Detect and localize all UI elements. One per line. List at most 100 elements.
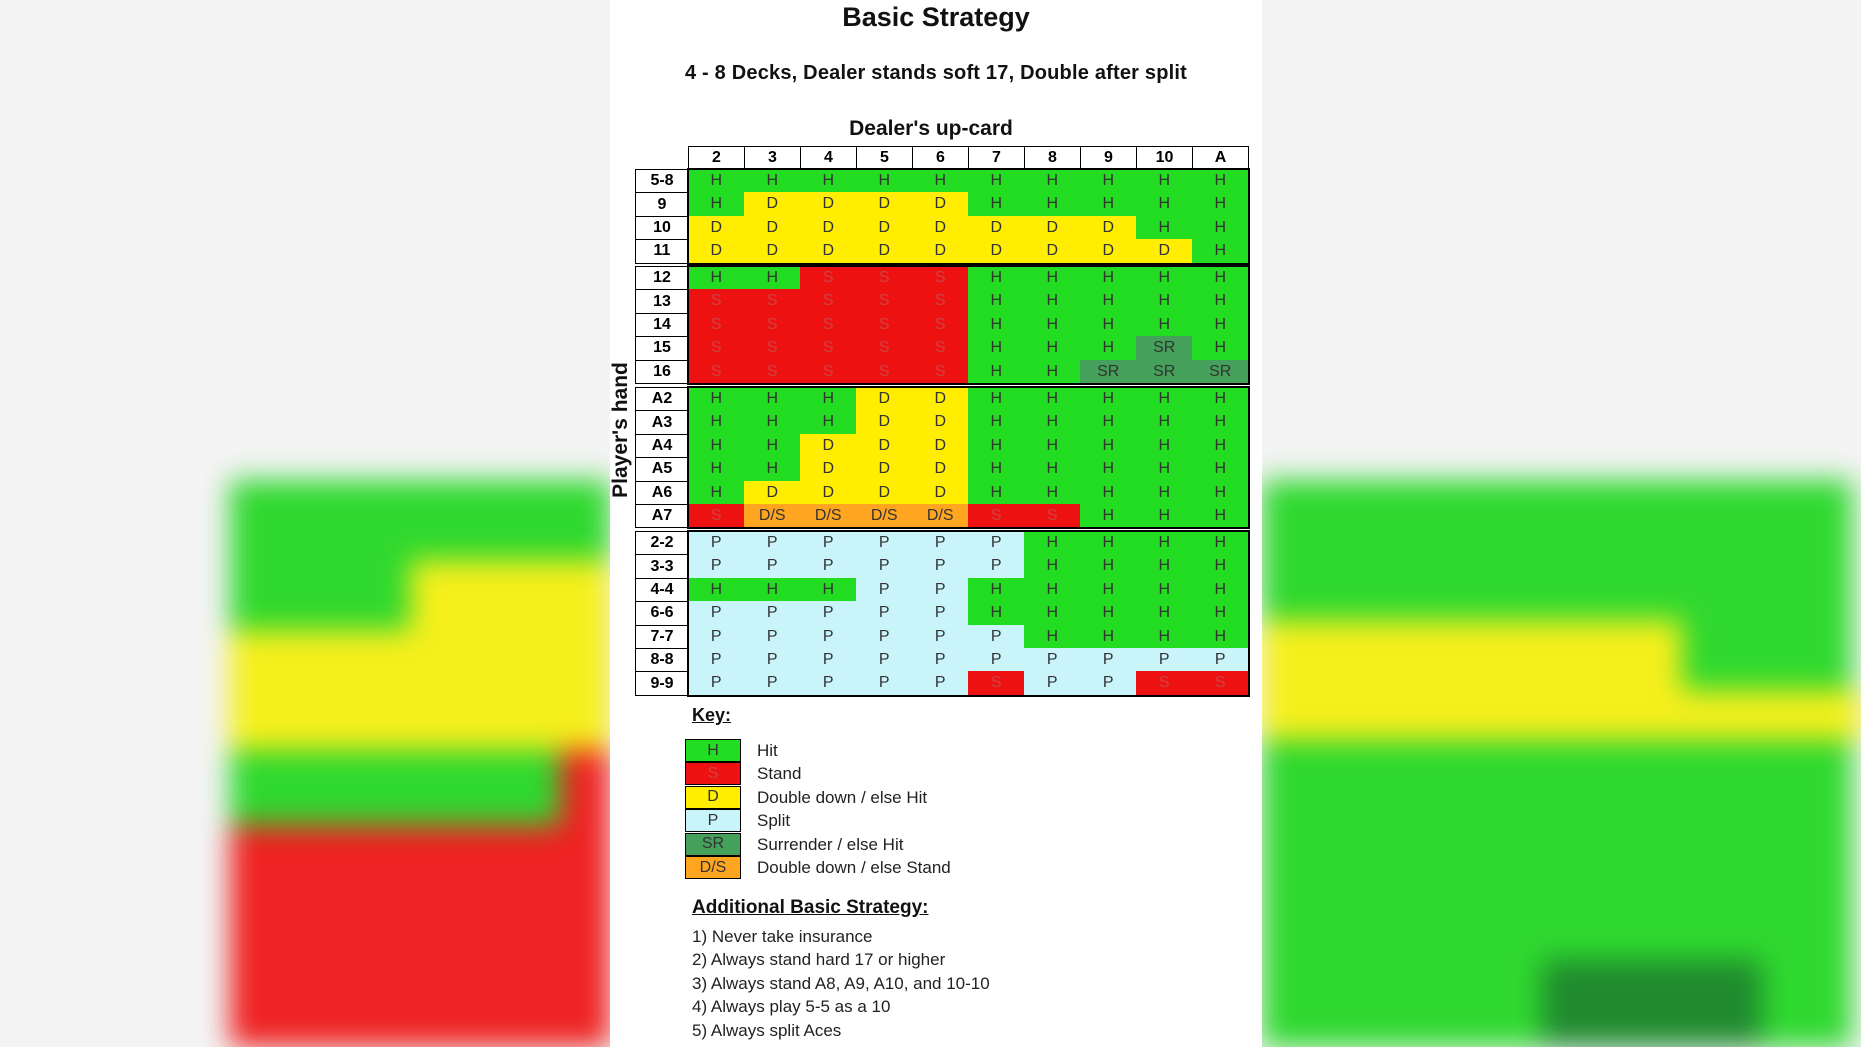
- key-swatch: H: [685, 739, 741, 762]
- key-label: Double down / else Hit: [757, 787, 928, 807]
- additional-strategy-item: 5) Always split Aces: [692, 1020, 842, 1040]
- strategy-cell: H: [744, 410, 801, 435]
- strategy-cell: H: [968, 289, 1025, 314]
- strategy-cell: P: [800, 554, 857, 579]
- strategy-cell: D: [744, 480, 801, 505]
- strategy-cell: P: [968, 554, 1025, 579]
- strategy-cell: D: [912, 387, 969, 411]
- player-hand-label-cell: 13: [635, 289, 689, 314]
- strategy-cell: H: [1136, 289, 1193, 314]
- strategy-cell: D/S: [800, 504, 857, 528]
- dealer-upcard-label: Dealer's up-card: [849, 117, 1013, 140]
- strategy-cell: H: [1136, 387, 1193, 411]
- key-swatch: D: [685, 785, 741, 809]
- strategy-cell: P: [688, 648, 745, 672]
- strategy-cell: H: [1192, 433, 1249, 458]
- strategy-cell: H: [968, 480, 1025, 505]
- key-label: Stand: [757, 764, 802, 784]
- strategy-cell: SR: [1136, 359, 1193, 384]
- strategy-cell: H: [1024, 480, 1081, 505]
- strategy-cell: H: [1024, 577, 1081, 602]
- strategy-cell: H: [1080, 480, 1137, 505]
- strategy-cell: H: [1192, 312, 1249, 337]
- strategy-cell: P: [744, 554, 801, 579]
- strategy-cell: H: [1136, 577, 1193, 602]
- player-hand-label-cell: 2-2: [635, 531, 689, 556]
- rules-subtitle: 4 - 8 Decks, Dealer stands soft 17, Doub…: [684, 62, 1188, 84]
- strategy-cell: S: [912, 266, 969, 290]
- strategy-cell: P: [688, 531, 745, 555]
- strategy-cell: H: [968, 433, 1025, 458]
- dealer-card-header: 7: [968, 146, 1025, 170]
- strategy-cell: D/S: [912, 504, 969, 528]
- strategy-cell: D: [856, 457, 913, 482]
- strategy-cell: H: [1080, 504, 1137, 528]
- dealer-card-header: 8: [1024, 146, 1081, 170]
- strategy-cell: H: [1192, 554, 1249, 579]
- strategy-cell: S: [744, 359, 801, 384]
- strategy-cell: H: [1136, 266, 1193, 290]
- strategy-cell: P: [856, 601, 913, 626]
- strategy-cell: P: [744, 648, 801, 672]
- additional-strategy-item: 3) Always stand A8, A9, A10, and 10-10: [692, 973, 990, 993]
- strategy-cell: H: [744, 457, 801, 482]
- strategy-cell: H: [688, 410, 745, 435]
- strategy-cell: D: [856, 433, 913, 458]
- strategy-cell: H: [968, 312, 1025, 337]
- strategy-cell: H: [1192, 577, 1249, 602]
- strategy-cell: S: [688, 289, 745, 314]
- strategy-cell: P: [744, 671, 801, 696]
- strategy-cell: P: [912, 531, 969, 555]
- strategy-cell: D: [800, 433, 857, 458]
- strategy-cell: H: [688, 457, 745, 482]
- strategy-cell: P: [1080, 648, 1137, 672]
- strategy-cell: H: [744, 433, 801, 458]
- dealer-card-header: 6: [912, 146, 969, 170]
- player-hand-label-cell: 7-7: [635, 624, 689, 649]
- strategy-cell: H: [800, 577, 857, 602]
- strategy-cell: P: [744, 601, 801, 626]
- strategy-cell: H: [688, 169, 745, 193]
- strategy-cell: D: [912, 215, 969, 240]
- strategy-cell: H: [1080, 266, 1137, 290]
- strategy-cell: H: [688, 577, 745, 602]
- strategy-cell: P: [800, 601, 857, 626]
- strategy-cell: H: [968, 457, 1025, 482]
- key-swatch: SR: [685, 832, 741, 856]
- strategy-cell: S: [912, 312, 969, 337]
- strategy-cell: H: [1080, 387, 1137, 411]
- strategy-cell: H: [688, 266, 745, 290]
- blurred-background-left: [0, 0, 610, 1047]
- strategy-cell: H: [1080, 531, 1137, 555]
- strategy-cell: D: [968, 239, 1025, 264]
- strategy-cell: H: [1136, 504, 1193, 528]
- player-hand-label-cell: 5-8: [635, 169, 689, 194]
- additional-strategy-item: 1) Never take insurance: [692, 927, 873, 946]
- strategy-cell: D: [856, 410, 913, 435]
- strategy-cell: D: [800, 457, 857, 482]
- player-hand-label-cell: 9-9: [635, 671, 689, 696]
- strategy-cell: H: [744, 266, 801, 290]
- strategy-cell: D: [1024, 215, 1081, 240]
- strategy-cell: S: [968, 671, 1025, 696]
- strategy-document: Basic Strategy 4 - 8 Decks, Dealer stand…: [610, 0, 1262, 1047]
- strategy-cell: D: [1024, 239, 1081, 264]
- additional-strategy-title: Additional Basic Strategy:: [692, 897, 929, 918]
- strategy-cell: P: [912, 554, 969, 579]
- strategy-cell: D: [912, 457, 969, 482]
- strategy-cell: D: [1080, 239, 1137, 264]
- strategy-cell: H: [1024, 554, 1081, 579]
- strategy-cell: D: [800, 239, 857, 264]
- player-hand-label-cell: 14: [635, 312, 689, 338]
- strategy-cell: H: [1136, 433, 1193, 458]
- strategy-cell: D/S: [856, 504, 913, 528]
- strategy-cell: S: [912, 289, 969, 314]
- strategy-cell: P: [800, 671, 857, 696]
- player-hand-label-cell: 8-8: [635, 648, 689, 673]
- strategy-cell: H: [1192, 239, 1249, 264]
- strategy-cell: H: [968, 192, 1025, 217]
- strategy-cell: D: [912, 239, 969, 264]
- strategy-cell: D: [856, 215, 913, 240]
- strategy-cell: H: [1024, 457, 1081, 482]
- strategy-cell: H: [1080, 457, 1137, 482]
